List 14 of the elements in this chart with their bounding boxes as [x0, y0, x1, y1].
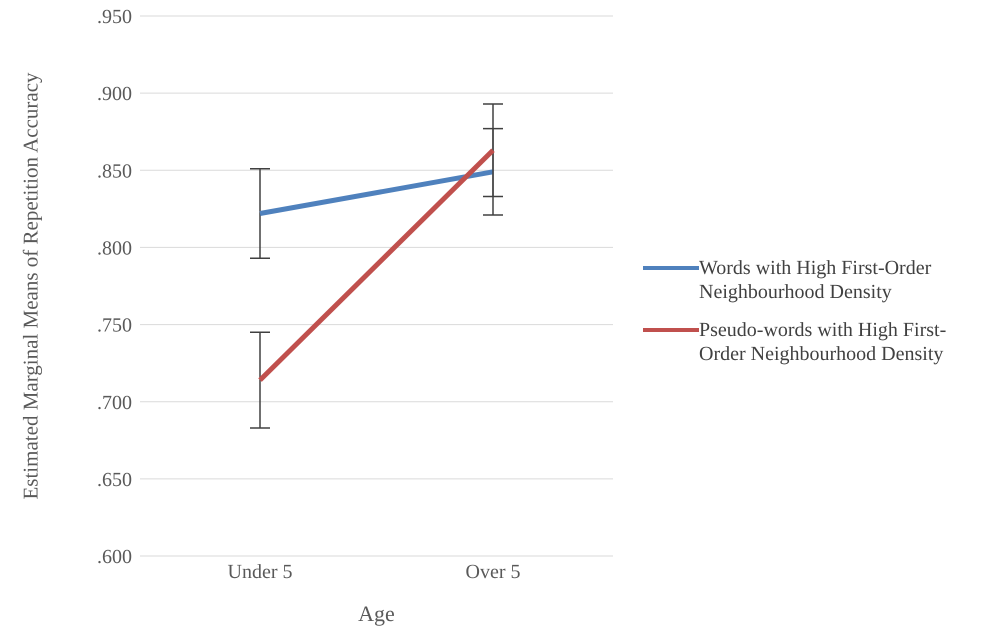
y-tick-label: .700	[97, 392, 132, 414]
y-tick-label: .900	[97, 83, 132, 106]
y-tick-label: .600	[97, 546, 132, 568]
y-tick-label: .800	[97, 238, 132, 260]
x-tick-label: Over 5	[466, 561, 520, 584]
legend-label: Words with High First-Order Neighbourhood Density	[699, 256, 932, 304]
y-axis-title: Estimated Marginal Means of Repetition Accuracy	[18, 72, 42, 500]
x-axis-title: Age	[358, 601, 395, 626]
legend-label: Pseudo-words with High First-Order Neighbourhood Density	[699, 318, 948, 366]
y-tick-label: .950	[97, 6, 132, 28]
y-tick-label: .850	[97, 160, 132, 182]
y-tick-label: .650	[97, 468, 132, 491]
x-tick-label: Under 5	[228, 561, 292, 584]
y-tick-label: .750	[97, 314, 132, 337]
